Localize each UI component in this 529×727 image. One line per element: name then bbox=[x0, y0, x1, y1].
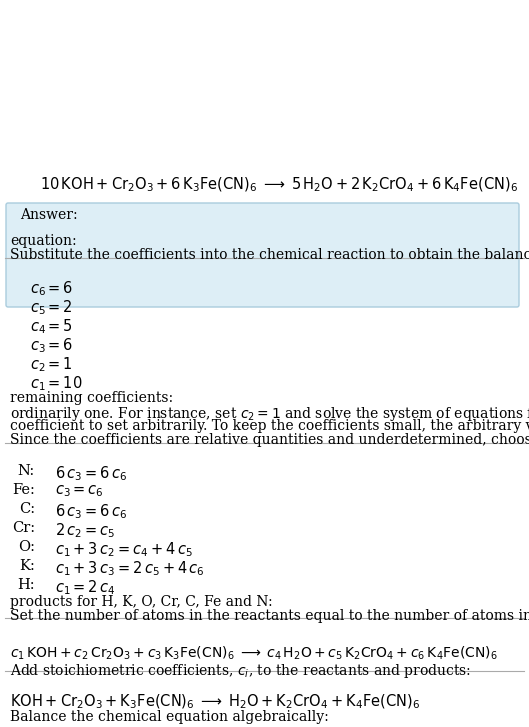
Text: $c_3 = c_6$: $c_3 = c_6$ bbox=[55, 483, 104, 499]
Text: $c_6 = 6$: $c_6 = 6$ bbox=[30, 279, 74, 297]
Text: $c_1 + 3\,c_2 = c_4 + 4\,c_5$: $c_1 + 3\,c_2 = c_4 + 4\,c_5$ bbox=[55, 540, 193, 559]
Text: remaining coefficients:: remaining coefficients: bbox=[10, 391, 173, 405]
Text: $c_1 = 2\,c_4$: $c_1 = 2\,c_4$ bbox=[55, 578, 115, 597]
Text: K:: K: bbox=[19, 559, 35, 573]
Text: $6\,c_3 = 6\,c_6$: $6\,c_3 = 6\,c_6$ bbox=[55, 464, 127, 483]
Text: Fe:: Fe: bbox=[12, 483, 35, 497]
Text: $6\,c_3 = 6\,c_6$: $6\,c_3 = 6\,c_6$ bbox=[55, 502, 127, 521]
Text: Set the number of atoms in the reactants equal to the number of atoms in the: Set the number of atoms in the reactants… bbox=[10, 609, 529, 623]
Text: coefficient to set arbitrarily. To keep the coefficients small, the arbitrary va: coefficient to set arbitrarily. To keep … bbox=[10, 419, 529, 433]
Text: Answer:: Answer: bbox=[20, 208, 78, 222]
FancyBboxPatch shape bbox=[6, 203, 519, 307]
Text: $c_1 = 10$: $c_1 = 10$ bbox=[30, 374, 83, 393]
Text: N:: N: bbox=[18, 464, 35, 478]
Text: $2\,c_2 = c_5$: $2\,c_2 = c_5$ bbox=[55, 521, 115, 539]
Text: $10\,\mathrm{KOH + Cr_2O_3 + 6\,K_3Fe(CN)_6 \;\longrightarrow\; 5\,H_2O + 2\,K_2: $10\,\mathrm{KOH + Cr_2O_3 + 6\,K_3Fe(CN… bbox=[40, 176, 518, 194]
Text: C:: C: bbox=[19, 502, 35, 516]
Text: ordinarily one. For instance, set $c_2 = 1$ and solve the system of equations fo: ordinarily one. For instance, set $c_2 =… bbox=[10, 405, 529, 423]
Text: $c_1 + 3\,c_3 = 2\,c_5 + 4\,c_6$: $c_1 + 3\,c_3 = 2\,c_5 + 4\,c_6$ bbox=[55, 559, 205, 578]
Text: $c_4 = 5$: $c_4 = 5$ bbox=[30, 317, 73, 336]
Text: products for H, K, O, Cr, C, Fe and N:: products for H, K, O, Cr, C, Fe and N: bbox=[10, 595, 272, 609]
Text: $\mathrm{KOH + Cr_2O_3 + K_3Fe(CN)_6 \;\longrightarrow\; H_2O + K_2CrO_4 + K_4Fe: $\mathrm{KOH + Cr_2O_3 + K_3Fe(CN)_6 \;\… bbox=[10, 693, 420, 712]
Text: H:: H: bbox=[17, 578, 35, 592]
Text: $c_3 = 6$: $c_3 = 6$ bbox=[30, 336, 74, 355]
Text: $c_5 = 2$: $c_5 = 2$ bbox=[30, 298, 73, 317]
Text: $c_2 = 1$: $c_2 = 1$ bbox=[30, 355, 73, 374]
Text: Balance the chemical equation algebraically:: Balance the chemical equation algebraica… bbox=[10, 710, 329, 724]
Text: Substitute the coefficients into the chemical reaction to obtain the balanced: Substitute the coefficients into the che… bbox=[10, 248, 529, 262]
Text: O:: O: bbox=[18, 540, 35, 554]
Text: $c_1\,\mathrm{KOH} + c_2\,\mathrm{Cr_2O_3} + c_3\,\mathrm{K_3Fe(CN)_6} \;\longri: $c_1\,\mathrm{KOH} + c_2\,\mathrm{Cr_2O_… bbox=[10, 645, 498, 662]
Text: Cr:: Cr: bbox=[12, 521, 35, 535]
Text: Add stoichiometric coefficients, $c_i$, to the reactants and products:: Add stoichiometric coefficients, $c_i$, … bbox=[10, 662, 471, 680]
Text: equation:: equation: bbox=[10, 234, 77, 248]
Text: Since the coefficients are relative quantities and underdetermined, choose a: Since the coefficients are relative quan… bbox=[10, 433, 529, 447]
